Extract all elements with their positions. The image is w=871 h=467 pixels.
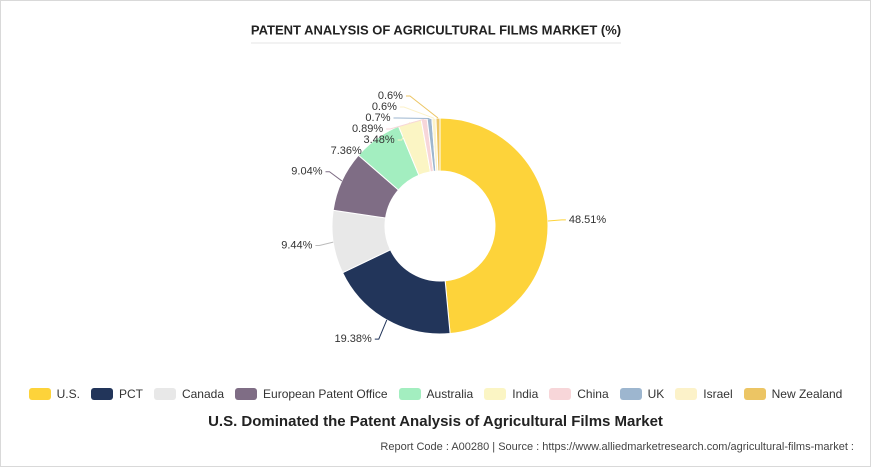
data-label: 0.7% bbox=[365, 112, 390, 124]
legend-swatch bbox=[153, 388, 176, 400]
legend-item[interactable]: New Zealand bbox=[743, 387, 843, 401]
legend-swatch bbox=[484, 388, 507, 400]
legend-item[interactable]: China bbox=[549, 387, 609, 401]
data-label: 7.36% bbox=[331, 145, 362, 157]
leader-line bbox=[364, 138, 378, 152]
legend-label: Canada bbox=[181, 387, 225, 401]
data-label: 9.04% bbox=[291, 166, 322, 178]
legend-swatch bbox=[398, 388, 421, 400]
legend-item[interactable]: Canada bbox=[153, 387, 225, 401]
legend-item[interactable]: India bbox=[484, 387, 538, 401]
slice bbox=[439, 117, 549, 335]
data-label: 19.38% bbox=[334, 333, 372, 345]
data-label: 3.48% bbox=[363, 134, 394, 146]
legend-label: New Zealand bbox=[771, 387, 843, 401]
slice bbox=[341, 249, 451, 335]
legend-label: China bbox=[577, 387, 609, 401]
legend-swatch bbox=[549, 388, 572, 400]
leader-line bbox=[397, 122, 411, 141]
legend-label: India bbox=[512, 387, 539, 401]
legend-swatch bbox=[90, 388, 113, 400]
leader-line bbox=[547, 219, 566, 222]
legend-item[interactable]: PCT bbox=[90, 387, 143, 401]
legend-swatch bbox=[743, 388, 766, 400]
legend-item[interactable]: Israel bbox=[675, 387, 733, 401]
data-label: 48.51% bbox=[569, 214, 607, 226]
legend-item[interactable]: European Patent Office bbox=[235, 387, 388, 401]
legend-swatch bbox=[28, 388, 51, 400]
leader-line bbox=[374, 319, 388, 340]
legend-label: U.S. bbox=[56, 387, 80, 401]
leader-line bbox=[315, 241, 334, 246]
legend-item[interactable]: UK bbox=[619, 387, 665, 401]
legend-swatch bbox=[619, 388, 642, 400]
data-label: 0.6% bbox=[372, 101, 397, 113]
source-note: Report Code : A00280 | Source : https://… bbox=[380, 441, 854, 453]
leader-line bbox=[399, 106, 435, 119]
legend-swatch bbox=[675, 388, 698, 400]
legend-label: PCT bbox=[118, 387, 143, 401]
chart-title: PATENT ANALYSIS OF AGRICULTURAL FILMS MA… bbox=[251, 22, 621, 37]
legend-label: European Patent Office bbox=[263, 387, 388, 401]
legend-label: Israel bbox=[703, 387, 733, 401]
legend-swatch bbox=[235, 388, 258, 400]
leader-line bbox=[405, 95, 439, 119]
data-label: 0.6% bbox=[378, 90, 403, 102]
data-label: 0.89% bbox=[352, 123, 383, 135]
heading: U.S. Dominated the Patent Analysis of Ag… bbox=[208, 413, 663, 430]
data-label: 9.44% bbox=[281, 239, 312, 251]
legend: U.S. PCT Canada European Patent Office Austr… bbox=[1, 387, 870, 401]
leader-line bbox=[386, 118, 425, 130]
chart: PATENT ANALYSIS OF AGRICULTURAL FILMS MA… bbox=[251, 22, 621, 345]
leader-line bbox=[325, 171, 343, 182]
legend-item[interactable]: Australia bbox=[398, 387, 474, 401]
legend-label: UK bbox=[647, 387, 665, 401]
legend-item[interactable]: U.S. bbox=[28, 387, 80, 401]
legend-label: Australia bbox=[426, 387, 474, 401]
